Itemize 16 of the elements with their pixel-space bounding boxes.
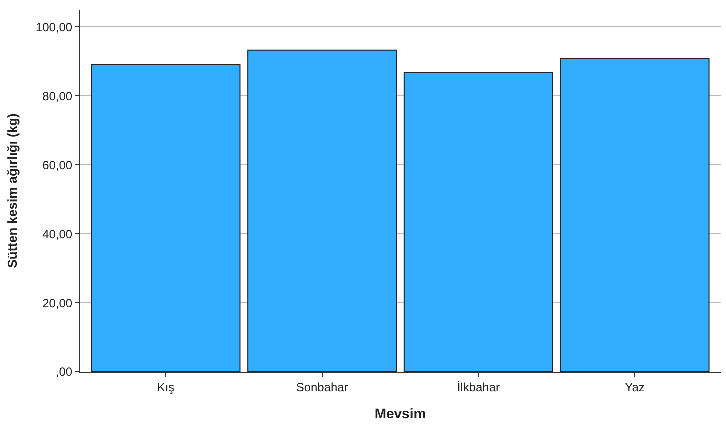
y-tick-label: 20,00	[42, 296, 73, 310]
bar	[560, 58, 710, 372]
bar	[248, 50, 398, 372]
bar	[404, 72, 554, 372]
y-tick-label: 80,00	[42, 89, 73, 104]
x-tick-label: Yaz	[625, 380, 645, 394]
y-tick-label: 40,00	[42, 227, 73, 242]
y-tick-label: 60,00	[42, 158, 73, 172]
x-tick-label: Kış	[157, 380, 175, 394]
x-tick-label: İlkbahar	[457, 380, 500, 394]
y-tick-label: ,00	[56, 365, 73, 380]
y-tick-label: 100,00	[36, 20, 73, 34]
x-axis-title: Mevsim	[374, 406, 426, 422]
bar	[91, 64, 241, 372]
y-axis-title: Sütten kesim ağırlığı (kg)	[4, 114, 20, 268]
x-tick-label: Sonbahar	[296, 380, 348, 394]
